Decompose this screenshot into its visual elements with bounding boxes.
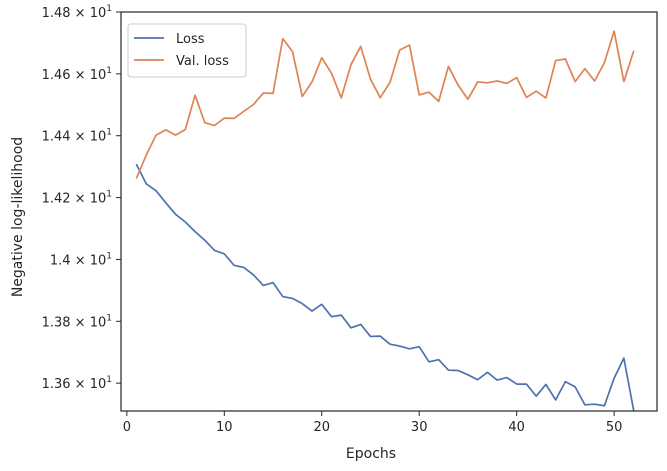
legend-label-val-loss: Val. loss: [176, 54, 229, 69]
axis-ticks: 0 10 20 30 40 50 1.36 × 101 1.38 × 101 1.4 × 101…: [42, 4, 623, 435]
y-axis-label: Negative log-likelihood: [10, 137, 26, 297]
x-tick-label: 10: [216, 420, 233, 435]
y-tick-label: 1.36 × 101: [42, 375, 112, 392]
plot-lines: [135, 30, 635, 411]
x-tick-label: 30: [411, 420, 428, 435]
legend: Loss Val. loss: [127, 23, 247, 78]
x-tick-label: 50: [606, 420, 623, 435]
y-tick-label: 1.48 × 101: [42, 4, 112, 21]
plot-frame: [120, 11, 658, 412]
x-tick-label: 0: [123, 420, 131, 435]
y-tick-label: 1.46 × 101: [42, 66, 112, 83]
series-line-loss: [135, 163, 635, 411]
legend-label-loss: Loss: [176, 32, 205, 47]
y-tick-label: 1.38 × 101: [42, 313, 112, 330]
y-tick-label: 1.42 × 101: [42, 190, 112, 207]
x-tick-label: 40: [508, 420, 525, 435]
y-tick-label: 1.4 × 101: [50, 251, 112, 268]
x-axis-label: Epochs: [346, 446, 396, 462]
y-tick-label: 1.44 × 101: [42, 128, 112, 145]
x-tick-label: 20: [313, 420, 330, 435]
series-line-val-loss: [135, 30, 635, 179]
